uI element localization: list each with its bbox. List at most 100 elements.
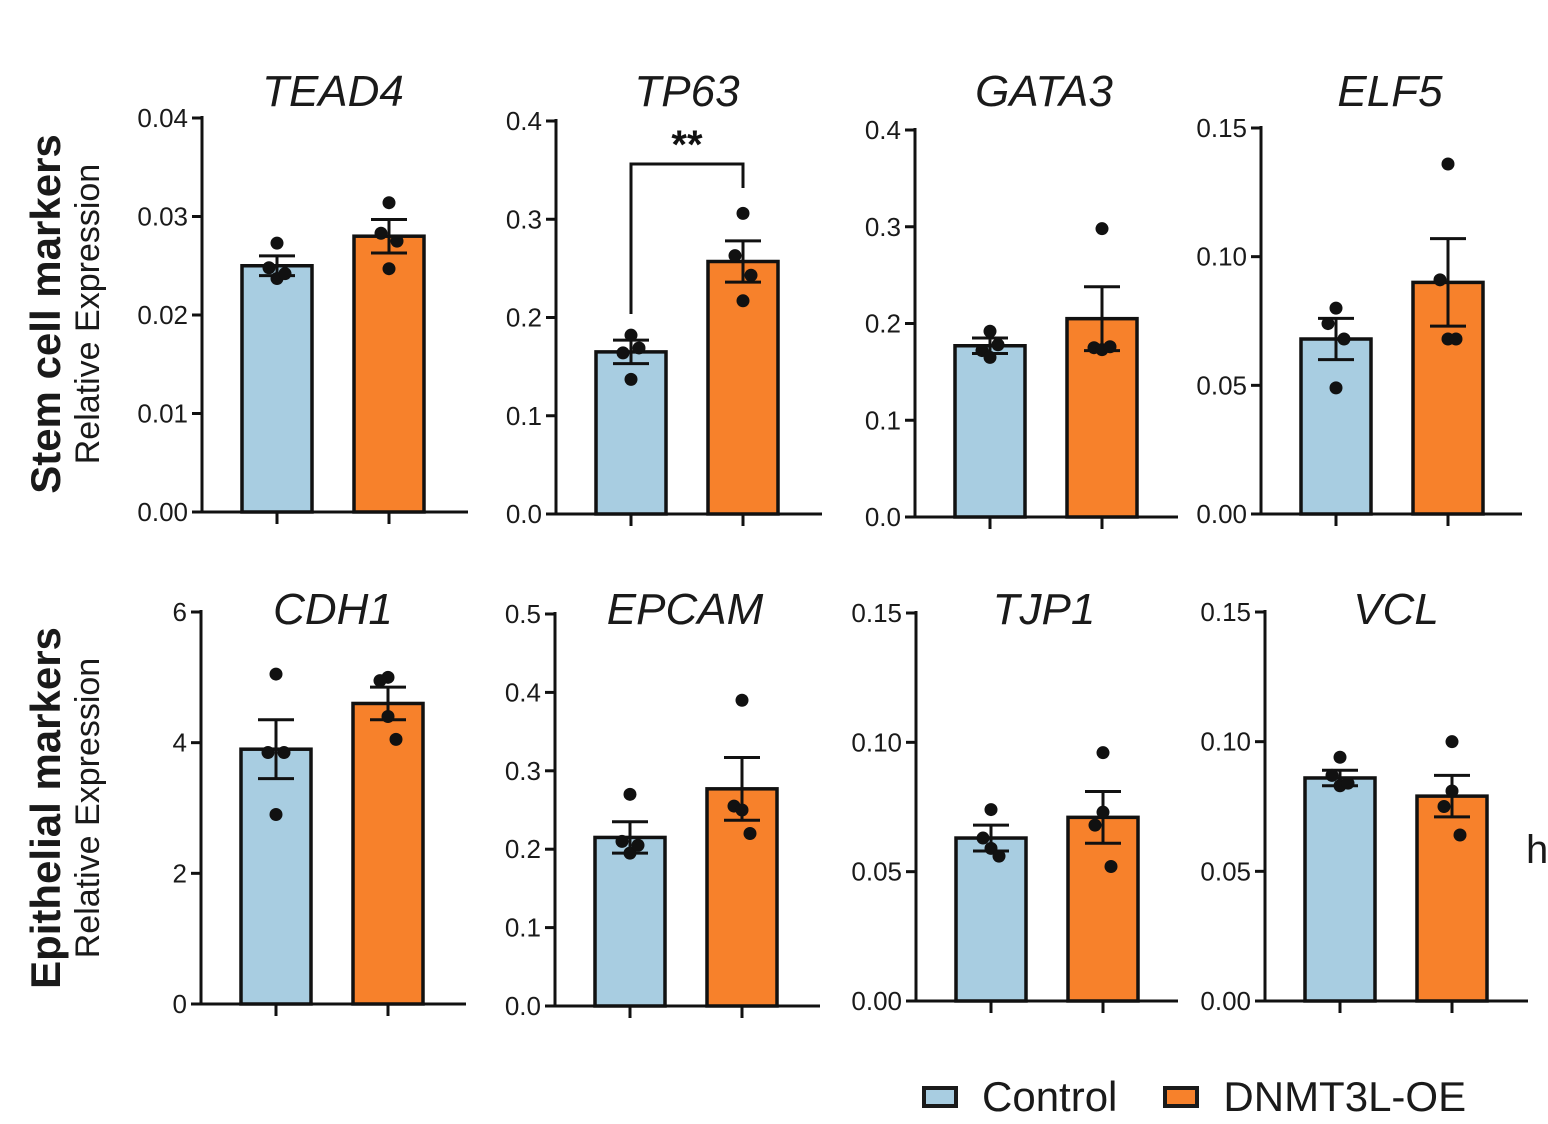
data-point bbox=[1329, 301, 1343, 315]
y-tick-label: 0.04 bbox=[137, 103, 188, 133]
y-tick-label: 0.4 bbox=[505, 677, 541, 707]
y-tick-label: 0.05 bbox=[1196, 370, 1247, 400]
y-tick-label: 0 bbox=[173, 989, 187, 1019]
y-tick-label: 0.02 bbox=[137, 300, 188, 330]
legend: Control DNMT3L-OE bbox=[922, 1072, 1512, 1122]
significance-label: ** bbox=[671, 123, 703, 167]
panel-title: TJP1 bbox=[993, 585, 1096, 634]
legend-label-control: Control bbox=[982, 1073, 1118, 1120]
data-point bbox=[736, 206, 750, 220]
data-point bbox=[735, 803, 749, 817]
bar-oe bbox=[1066, 815, 1140, 1003]
data-point bbox=[1104, 859, 1118, 873]
data-point bbox=[1433, 273, 1447, 287]
data-point bbox=[278, 267, 292, 281]
data-point bbox=[1096, 805, 1110, 819]
data-point bbox=[389, 732, 403, 746]
data-point bbox=[632, 341, 646, 355]
panel-title: VCL bbox=[1353, 585, 1439, 634]
bar-oe bbox=[706, 259, 780, 516]
data-point bbox=[984, 841, 998, 855]
data-point bbox=[269, 667, 283, 681]
panel-elf5: ELF5 0.00 0.05 0.10 0.15 bbox=[1196, 67, 1522, 529]
data-point bbox=[262, 261, 276, 275]
data-point bbox=[1441, 157, 1455, 171]
panel-gata3: GATA3 0.0 0.1 0.2 0.3 0.4 bbox=[865, 67, 1178, 532]
y-tick-label: 0.10 bbox=[851, 727, 902, 757]
bar-control bbox=[953, 344, 1027, 519]
data-point bbox=[1329, 381, 1343, 395]
panel-tp63: TP63 0.0 0.1 0.2 0.3 0.4 ** bbox=[506, 67, 822, 529]
legend-item-control: Control bbox=[922, 1073, 1117, 1121]
y-tick-label: 0.3 bbox=[865, 212, 901, 242]
bar-control bbox=[240, 264, 314, 514]
data-point bbox=[390, 234, 404, 248]
y-tick-label: 0.1 bbox=[506, 401, 542, 431]
row-label-stem-subtitle: Relative Expression bbox=[69, 163, 107, 465]
bar-oe bbox=[705, 787, 779, 1008]
data-point bbox=[1096, 746, 1110, 760]
y-tick-label: 0.0 bbox=[505, 991, 541, 1021]
data-point bbox=[1445, 735, 1459, 749]
data-point bbox=[983, 324, 997, 338]
data-point bbox=[1449, 332, 1463, 346]
bar-control bbox=[593, 835, 667, 1008]
y-tick-label: 0.00 bbox=[137, 497, 188, 527]
y-tick-label: 4 bbox=[173, 728, 187, 758]
legend-swatch-control bbox=[922, 1086, 958, 1108]
panel-vcl: VCL 0.00 0.05 0.10 0.15 bbox=[1200, 585, 1528, 1016]
y-tick-label: 0.00 bbox=[1200, 986, 1251, 1016]
data-point bbox=[382, 262, 396, 276]
y-tick-label: 0.2 bbox=[865, 309, 901, 339]
panel-title: CDH1 bbox=[273, 585, 393, 634]
y-tick-label: 0.4 bbox=[506, 106, 542, 136]
data-point bbox=[976, 831, 990, 845]
y-tick-label: 2 bbox=[173, 858, 187, 888]
data-point bbox=[983, 350, 997, 364]
data-point bbox=[984, 803, 998, 817]
data-point bbox=[1341, 776, 1355, 790]
bar-control bbox=[239, 747, 313, 1006]
row-label-stem: Stem cell markers Relative Expression bbox=[22, 114, 107, 514]
data-point bbox=[736, 294, 750, 308]
y-tick-label: 0.10 bbox=[1200, 727, 1251, 757]
y-tick-label: 0.0 bbox=[506, 499, 542, 529]
data-point bbox=[744, 268, 758, 282]
y-tick-label: 0.15 bbox=[851, 598, 902, 628]
y-tick-label: 0.3 bbox=[505, 756, 541, 786]
row-label-stem-title: Stem cell markers bbox=[22, 134, 69, 494]
data-point bbox=[1453, 828, 1467, 842]
y-tick-label: 0.4 bbox=[865, 115, 901, 145]
row-label-epithelial-title: Epithelial markers bbox=[22, 627, 69, 989]
significance-bracket bbox=[629, 162, 745, 314]
y-tick-label: 0.1 bbox=[505, 913, 541, 943]
data-point bbox=[1445, 784, 1459, 798]
y-tick-label: 0.03 bbox=[137, 202, 188, 232]
data-point bbox=[728, 249, 742, 263]
bar-oe bbox=[1415, 794, 1489, 1003]
data-point bbox=[270, 236, 284, 250]
data-point bbox=[373, 674, 387, 688]
data-point bbox=[1088, 818, 1102, 832]
data-point bbox=[631, 838, 645, 852]
data-point bbox=[1333, 750, 1347, 764]
panel-tead4: TEAD4 0.00 0.01 0.02 0.03 0.04 bbox=[137, 67, 468, 527]
data-point bbox=[269, 808, 283, 822]
data-point bbox=[623, 846, 637, 860]
bar-oe bbox=[351, 701, 425, 1006]
data-point bbox=[743, 827, 757, 841]
y-tick-label: 0.15 bbox=[1196, 113, 1247, 143]
row-label-epithelial-subtitle: Relative Expression bbox=[69, 657, 107, 959]
y-tick-label: 0.5 bbox=[505, 599, 541, 629]
data-point bbox=[616, 346, 630, 360]
data-point bbox=[991, 338, 1005, 352]
panel-title: ELF5 bbox=[1337, 67, 1443, 116]
legend-item-oe: DNMT3L-OE bbox=[1163, 1073, 1466, 1121]
panel-cdh1: CDH1 0 2 4 6 bbox=[173, 585, 466, 1019]
data-point bbox=[1337, 332, 1351, 346]
data-point bbox=[1437, 800, 1451, 813]
y-tick-label: 0.01 bbox=[137, 399, 188, 429]
panel-title: TP63 bbox=[634, 67, 740, 116]
data-point bbox=[624, 372, 638, 386]
